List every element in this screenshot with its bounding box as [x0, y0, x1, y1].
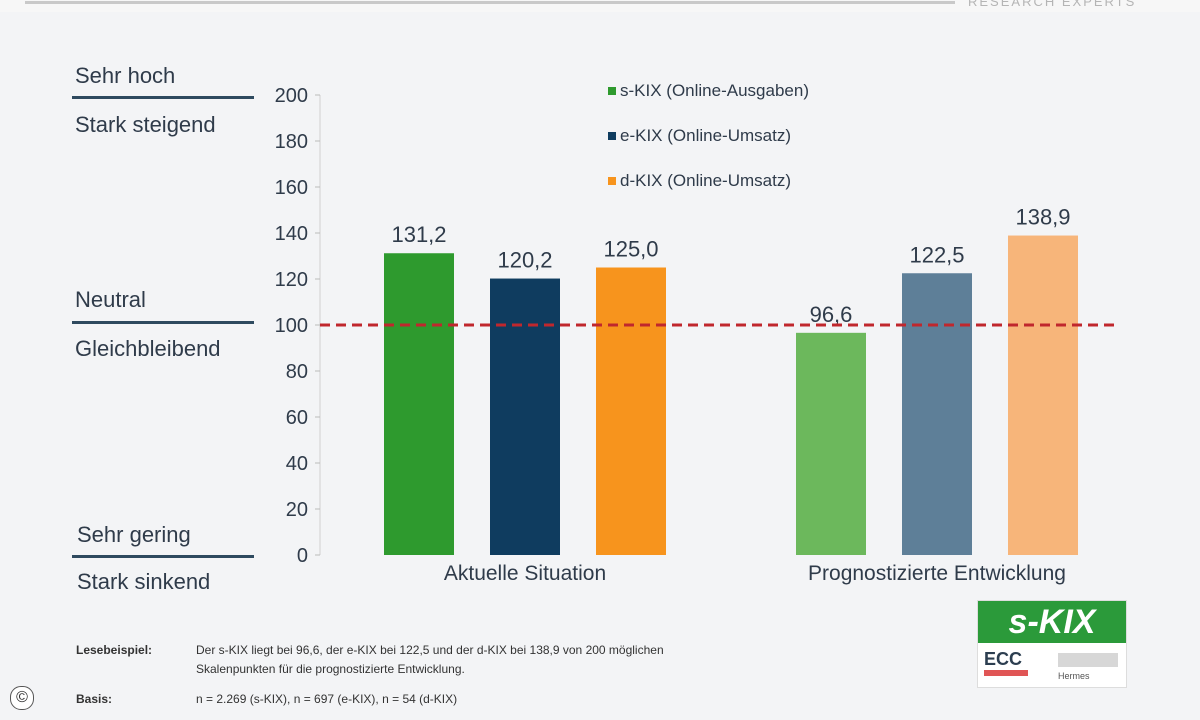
partner-logo	[1058, 653, 1118, 667]
scale-label-sehr-hoch: Sehr hoch	[75, 63, 176, 88]
y-tick-label: 120	[275, 269, 308, 291]
y-tick-label: 40	[286, 453, 308, 475]
y-tick-label: 160	[275, 177, 308, 199]
y-tick-label: 60	[286, 407, 308, 429]
y-tick-label: 80	[286, 361, 308, 383]
reading-label: Lesebeispiel:	[76, 643, 153, 657]
legend-label: d-KIX (Online-Umsatz)	[620, 171, 791, 190]
bar	[796, 332, 866, 555]
x-category-label: Prognostizierte Entwicklung	[808, 562, 1066, 585]
data-label: 122,5	[909, 242, 964, 267]
scale-divider-mid	[72, 321, 254, 324]
scale-label-stark-sinkend: Stark sinkend	[77, 569, 211, 594]
x-category-label: Aktuelle Situation	[444, 562, 606, 585]
reading-text-line-1: Der s-KIX liegt bei 96,6, der e-KIX bei …	[196, 643, 664, 657]
hermes-logo: Hermes	[1058, 671, 1090, 681]
y-tick-label: 200	[275, 85, 308, 107]
scale-label-gleichbleibend: Gleichbleibend	[75, 336, 221, 361]
basis-label: Basis:	[76, 692, 113, 706]
legend-swatch	[608, 132, 616, 140]
scale-divider-bottom	[72, 555, 254, 558]
ecc-logo: ECC	[984, 649, 1023, 669]
bar	[596, 267, 666, 555]
y-tick-label: 180	[275, 131, 308, 153]
data-label: 120,2	[497, 248, 552, 273]
data-label: 96,6	[810, 302, 853, 327]
legend-label: s-KIX (Online-Ausgaben)	[620, 81, 809, 100]
y-tick-label: 0	[297, 545, 308, 567]
legend-swatch	[608, 177, 616, 185]
brand-text: RESEARCH EXPERTS	[968, 0, 1137, 9]
scale-label-sehr-gering: Sehr gering	[77, 522, 191, 547]
bar	[1008, 235, 1078, 555]
ecc-logo-stripe	[984, 670, 1028, 676]
basis: Basis:	[76, 692, 112, 706]
y-tick-label: 100	[275, 315, 308, 337]
copyright-icon: ©	[10, 686, 34, 710]
data-label: 131,2	[391, 222, 446, 247]
logo-title: s-KIX	[1008, 603, 1096, 641]
bar	[490, 278, 560, 555]
scale-label-stark-steigend: Stark steigend	[75, 112, 216, 137]
basis-text: n = 2.269 (s-KIX), n = 697 (e-KIX), n = …	[196, 692, 458, 706]
reading-text-line-2: Skalenpunkten für die prognostizierte En…	[196, 662, 465, 676]
y-tick-label: 140	[275, 223, 308, 245]
logo-banner	[978, 601, 1126, 643]
legend-label: e-KIX (Online-Umsatz)	[620, 126, 791, 145]
bar	[902, 273, 972, 555]
data-label: 125,0	[603, 237, 658, 262]
legend-swatch	[608, 87, 616, 95]
s-kix-logo: s-KIX ECC Hermes	[977, 600, 1127, 688]
y-tick-label: 20	[286, 499, 308, 521]
scale-label-neutral: Neutral	[75, 287, 146, 312]
scale-divider-top	[72, 96, 254, 99]
reading-example: Lesebeispiel:	[76, 643, 152, 657]
top-divider	[25, 1, 955, 4]
data-label: 138,9	[1015, 205, 1070, 230]
bar	[384, 253, 454, 556]
